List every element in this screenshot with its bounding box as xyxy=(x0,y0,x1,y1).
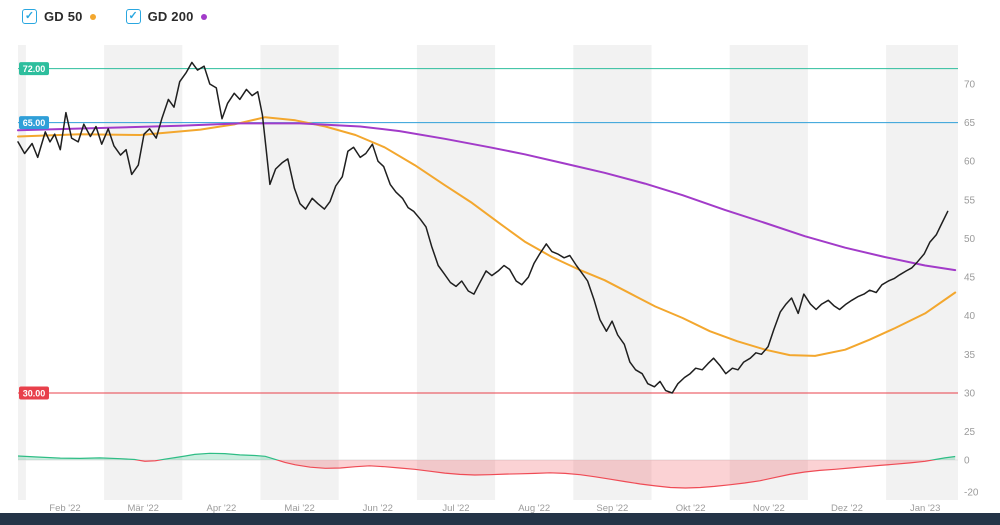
svg-text:30.00: 30.00 xyxy=(23,389,46,399)
gd200-checkbox[interactable]: ✓ xyxy=(125,9,141,24)
gd50-series xyxy=(17,116,957,357)
svg-text:Feb '22: Feb '22 xyxy=(49,503,80,514)
gd50-label: GD 50 xyxy=(44,9,83,24)
svg-text:35: 35 xyxy=(964,350,976,361)
check-icon: ✓ xyxy=(128,10,138,22)
chart-legend: ✓ GD 50 ✓ GD 200 xyxy=(22,9,207,24)
gd200-label: GD 200 xyxy=(147,9,194,24)
svg-text:Sep '22: Sep '22 xyxy=(596,503,628,514)
svg-text:30: 30 xyxy=(964,389,976,400)
svg-text:-20: -20 xyxy=(964,488,979,499)
level-badges: 72.00 65.00 30.00 xyxy=(19,62,49,400)
svg-text:Apr '22: Apr '22 xyxy=(206,503,236,514)
svg-text:65: 65 xyxy=(964,118,976,129)
chart-scrollbar[interactable] xyxy=(0,513,1000,525)
month-bands xyxy=(18,45,958,500)
svg-text:Jul '22: Jul '22 xyxy=(442,503,469,514)
price-series xyxy=(17,61,949,394)
svg-text:0: 0 xyxy=(964,456,970,467)
svg-text:60: 60 xyxy=(964,157,976,168)
svg-text:72.00: 72.00 xyxy=(23,64,46,74)
gd50-checkbox[interactable]: ✓ xyxy=(22,9,37,24)
check-icon: ✓ xyxy=(24,10,35,22)
svg-text:40: 40 xyxy=(964,311,976,322)
svg-text:55: 55 xyxy=(964,195,976,206)
y-axis-labels: 70 65 60 55 50 45 40 35 30 25 0 -20 xyxy=(964,80,979,499)
legend-item-gd200[interactable]: ✓ GD 200 xyxy=(125,9,207,24)
svg-text:Mär '22: Mär '22 xyxy=(128,503,159,514)
oscillator xyxy=(17,452,956,489)
svg-text:Okt '22: Okt '22 xyxy=(676,503,706,514)
legend-item-gd50[interactable]: ✓ GD 50 xyxy=(22,9,96,24)
svg-text:Mai '22: Mai '22 xyxy=(284,503,314,514)
level-lines xyxy=(18,68,958,394)
x-axis-labels: Feb '22 Mär '22 Apr '22 Mai '22 Jun '22 Jul '… xyxy=(49,503,940,514)
svg-text:50: 50 xyxy=(964,234,976,245)
svg-text:45: 45 xyxy=(964,273,976,284)
svg-text:Aug '22: Aug '22 xyxy=(518,503,550,514)
svg-text:70: 70 xyxy=(964,80,976,91)
svg-text:Jan '23: Jan '23 xyxy=(910,503,940,514)
svg-text:Dez '22: Dez '22 xyxy=(831,503,863,514)
gd200-series xyxy=(17,122,957,272)
svg-text:65.00: 65.00 xyxy=(23,118,46,128)
svg-text:25: 25 xyxy=(964,427,976,438)
gd50-color-dot xyxy=(89,13,96,20)
svg-text:Nov '22: Nov '22 xyxy=(753,503,785,514)
gd200-color-dot xyxy=(200,13,207,20)
svg-text:Jun '22: Jun '22 xyxy=(363,503,393,514)
